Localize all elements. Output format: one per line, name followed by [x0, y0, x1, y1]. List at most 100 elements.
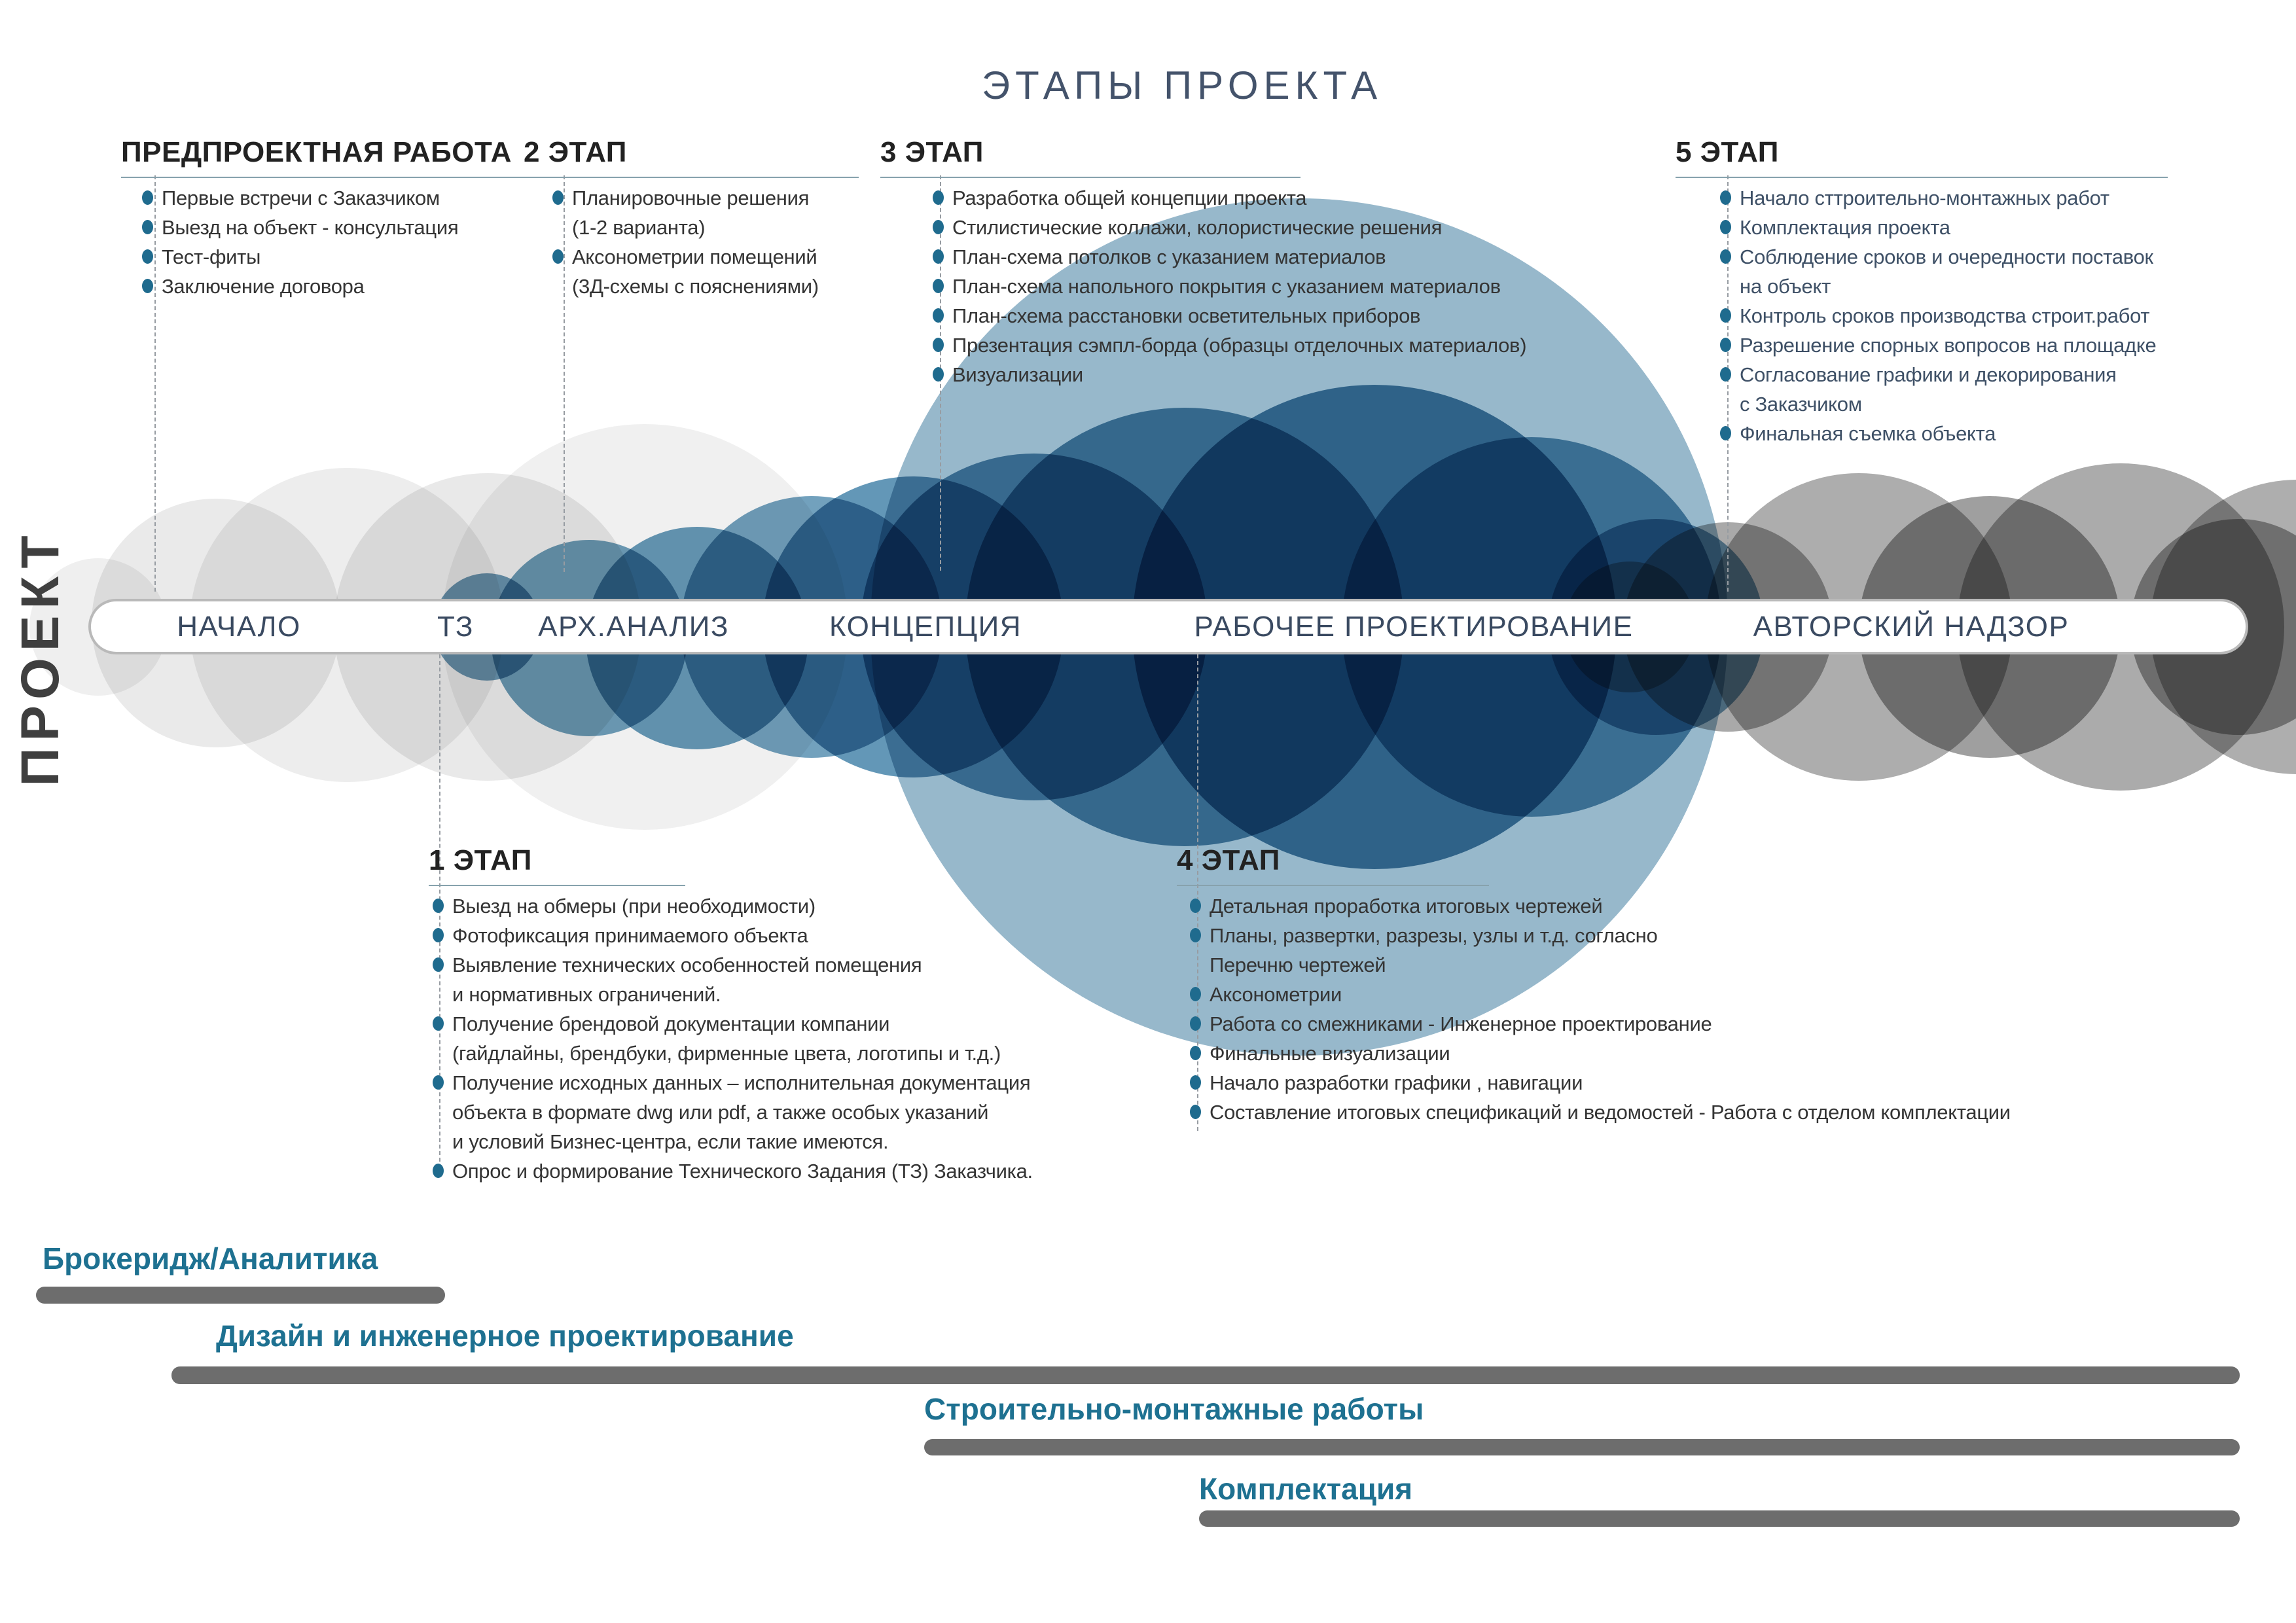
task-text: Визуализации: [952, 363, 1083, 386]
task-text: План-схема расстановки осветительных при…: [952, 304, 1421, 327]
task-item: Аксонометрии: [1190, 980, 2172, 1009]
task-item: Согласование графики и декорирования с За…: [1720, 360, 2296, 419]
stage-section-5: 5 ЭТАП Начало сттроительно-монтажных раб…: [1676, 136, 2296, 448]
timeline-stage-label: АВТОРСКИЙ НАДЗОР: [1753, 611, 2070, 643]
task-text: Заключение договора: [162, 275, 365, 298]
task-item: Аксонометрии помещений (3Д-схемы с поясне…: [552, 242, 903, 301]
stage-underline: [524, 177, 859, 178]
stage-underline: [1177, 885, 1489, 886]
bullet-icon: [1190, 1105, 1201, 1119]
bullet-icon: [142, 190, 153, 205]
task-item: Разработка общей концепции проекта: [933, 183, 1633, 213]
connector-dashed-line: [439, 654, 440, 1175]
bullet-icon: [142, 249, 153, 264]
stage-task-list: Планировочные решения (1-2 варианта) Аксон…: [524, 183, 903, 301]
task-item: Разрешение спорных вопросов на площадке: [1720, 330, 2296, 360]
bullet-icon: [1720, 220, 1731, 234]
task-item: Финальные визуализации: [1190, 1039, 2172, 1068]
connector-dashed-line: [154, 175, 156, 592]
stage-title: ПРЕДПРОЕКТНАЯ РАБОТА: [121, 136, 512, 168]
task-text: Начало разработки графики , навигации: [1210, 1071, 1583, 1094]
stage-section-2: 2 ЭТАП Планировочные решения (1-2 вариант…: [524, 136, 903, 301]
task-text: Выезд на обмеры (при необходимости): [452, 895, 816, 918]
task-text: Финальные визуализации: [1210, 1042, 1450, 1065]
bullet-icon: [433, 899, 444, 913]
connector-dashed-line: [564, 175, 565, 572]
task-text: Работа со смежниками - Инженерное проект…: [1210, 1012, 1712, 1035]
bullet-icon: [1190, 987, 1201, 1001]
task-text: Финальная съемка объекта: [1740, 422, 1996, 445]
task-item: Соблюдение сроков и очередности поставок…: [1720, 242, 2296, 301]
task-item: Получение исходных данных – исполнительн…: [433, 1068, 1201, 1156]
task-text: Фотофиксация принимаемого объекта: [452, 924, 808, 947]
task-text: Первые встречи с Заказчиком: [162, 187, 440, 209]
stage-underline: [429, 885, 685, 886]
timeline-stage-label: НАЧАЛО: [177, 611, 301, 643]
task-text: Контроль сроков производства строит.рабо…: [1740, 304, 2150, 327]
task-text: Планировочные решения (1-2 варианта): [572, 187, 810, 239]
stage-title: 2 ЭТАП: [524, 136, 627, 168]
task-item: План-схема расстановки осветительных при…: [933, 301, 1633, 330]
gantt-label-design: Дизайн и инженерное проектирование: [216, 1319, 794, 1353]
timeline-stage-label: РАБОЧЕЕ ПРОЕКТИРОВАНИЕ: [1194, 611, 1634, 643]
task-item: Комплектация проекта: [1720, 213, 2296, 242]
stage-task-list: Начало сттроительно-монтажных работ Компл…: [1676, 183, 2296, 448]
task-text: Соблюдение сроков и очередности поставок…: [1740, 245, 2153, 298]
gantt-bar-procurement: [1199, 1510, 2240, 1527]
task-item: Первые встречи с Заказчиком: [142, 183, 592, 213]
task-item: Контроль сроков производства строит.рабо…: [1720, 301, 2296, 330]
task-item: Фотофиксация принимаемого объекта: [433, 921, 1201, 950]
bullet-icon: [1720, 190, 1731, 205]
bullet-icon: [433, 1075, 444, 1090]
bullet-icon: [142, 220, 153, 234]
task-item: Составление итоговых спецификаций и ведо…: [1190, 1097, 2172, 1127]
bullet-icon: [1190, 928, 1201, 942]
task-text: Презентация сэмпл-борда (образцы отделоч…: [952, 334, 1527, 357]
bullet-icon: [433, 957, 444, 972]
bullet-icon: [1190, 1075, 1201, 1090]
bullet-icon: [1190, 899, 1201, 913]
bullet-icon: [1720, 338, 1731, 352]
task-item: Работа со смежниками - Инженерное проект…: [1190, 1009, 2172, 1039]
bullet-icon: [933, 279, 944, 293]
stage-title: 5 ЭТАП: [1676, 136, 1779, 168]
stage-section-predesign: ПРЕДПРОЕКТНАЯ РАБОТА Первые встречи с За…: [121, 136, 592, 301]
task-text: Выезд на объект - консультация: [162, 216, 459, 239]
bullet-icon: [933, 220, 944, 234]
bullet-icon: [933, 190, 944, 205]
task-text: Получение исходных данных – исполнительн…: [452, 1071, 1031, 1153]
task-item: Тест-фиты: [142, 242, 592, 272]
task-item: Опрос и формирование Технического Задани…: [433, 1156, 1201, 1186]
task-item: Планы, развертки, разрезы, узлы и т.д. с…: [1190, 921, 2172, 980]
task-text: Разрешение спорных вопросов на площадке: [1740, 334, 2157, 357]
stage-underline: [880, 177, 1300, 178]
gantt-label-procurement: Комплектация: [1199, 1472, 1413, 1506]
stage-underline: [121, 177, 583, 178]
task-text: Детальная проработка итоговых чертежей: [1210, 895, 1603, 918]
task-text: Опрос и формирование Технического Задани…: [452, 1160, 1033, 1183]
bullet-icon: [933, 367, 944, 382]
timeline-stage-label: АРХ.АНАЛИЗ: [538, 611, 729, 643]
bullet-icon: [433, 928, 444, 942]
task-item: План-схема потолков с указанием материал…: [933, 242, 1633, 272]
task-item: Финальная съемка объекта: [1720, 419, 2296, 448]
stage-section-4: 4 ЭТАП Детальная проработка итоговых чер…: [1177, 844, 2172, 1127]
task-text: Планы, развертки, разрезы, узлы и т.д. с…: [1210, 924, 1658, 976]
timeline-stage-label: ТЗ: [437, 611, 474, 643]
task-item: Выезд на объект - консультация: [142, 213, 592, 242]
task-item: Детальная проработка итоговых чертежей: [1190, 891, 2172, 921]
gantt-label-construction: Строительно-монтажные работы: [924, 1392, 1424, 1426]
task-item: Начало сттроительно-монтажных работ: [1720, 183, 2296, 213]
stage-task-list: Детальная проработка итоговых чертежей Пл…: [1177, 891, 2172, 1127]
bullet-icon: [933, 308, 944, 323]
bullet-icon: [1720, 367, 1731, 382]
bullet-icon: [933, 338, 944, 352]
connector-dashed-line: [1727, 175, 1729, 592]
task-text: Получение брендовой документации компани…: [452, 1012, 1001, 1065]
task-text: Стилистические коллажи, колористические …: [952, 216, 1443, 239]
task-text: План-схема напольного покрытия с указани…: [952, 275, 1501, 298]
task-item: Получение брендовой документации компани…: [433, 1009, 1201, 1068]
task-item: Презентация сэмпл-борда (образцы отделоч…: [933, 330, 1633, 360]
task-item: План-схема напольного покрытия с указани…: [933, 272, 1633, 301]
